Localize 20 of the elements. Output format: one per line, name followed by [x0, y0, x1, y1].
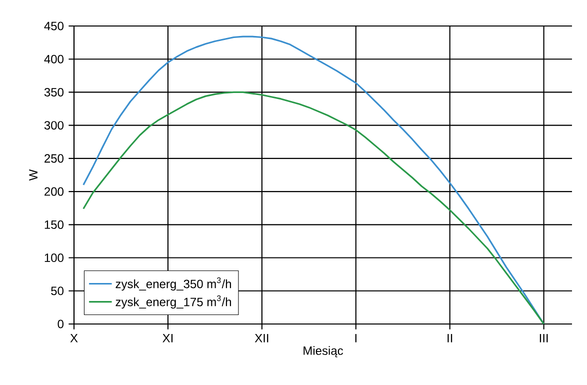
x-axis-title: Miesiąc — [304, 346, 344, 358]
x-tick-label: III — [540, 334, 548, 342]
x-tick-label: XI — [162, 334, 173, 342]
y-axis-title: W — [29, 169, 38, 181]
x-tick-label: I — [355, 334, 356, 342]
legend-label: zysk_energ_350 m$^{3}$/h — [116, 277, 231, 291]
x-tick-label: II — [448, 334, 452, 342]
y-tick-label: 450 — [44, 22, 64, 30]
y-tick-label: 300 — [44, 121, 64, 130]
y-tick-label: 200 — [44, 187, 64, 196]
x-tick-label: X — [70, 334, 78, 342]
y-tick-label: 50 — [51, 286, 64, 296]
legend-label: zysk_energ_175 m$^{3}$/h — [116, 295, 231, 309]
y-tick-label: 400 — [44, 54, 64, 64]
y-tick-label: 150 — [44, 220, 64, 229]
x-tick-label: XII — [254, 334, 268, 342]
y-tick-label: 350 — [44, 88, 64, 96]
y-tick-label: 100 — [44, 254, 64, 262]
y-tick-label: 250 — [44, 154, 64, 163]
y-tick-label: 0 — [58, 320, 64, 328]
